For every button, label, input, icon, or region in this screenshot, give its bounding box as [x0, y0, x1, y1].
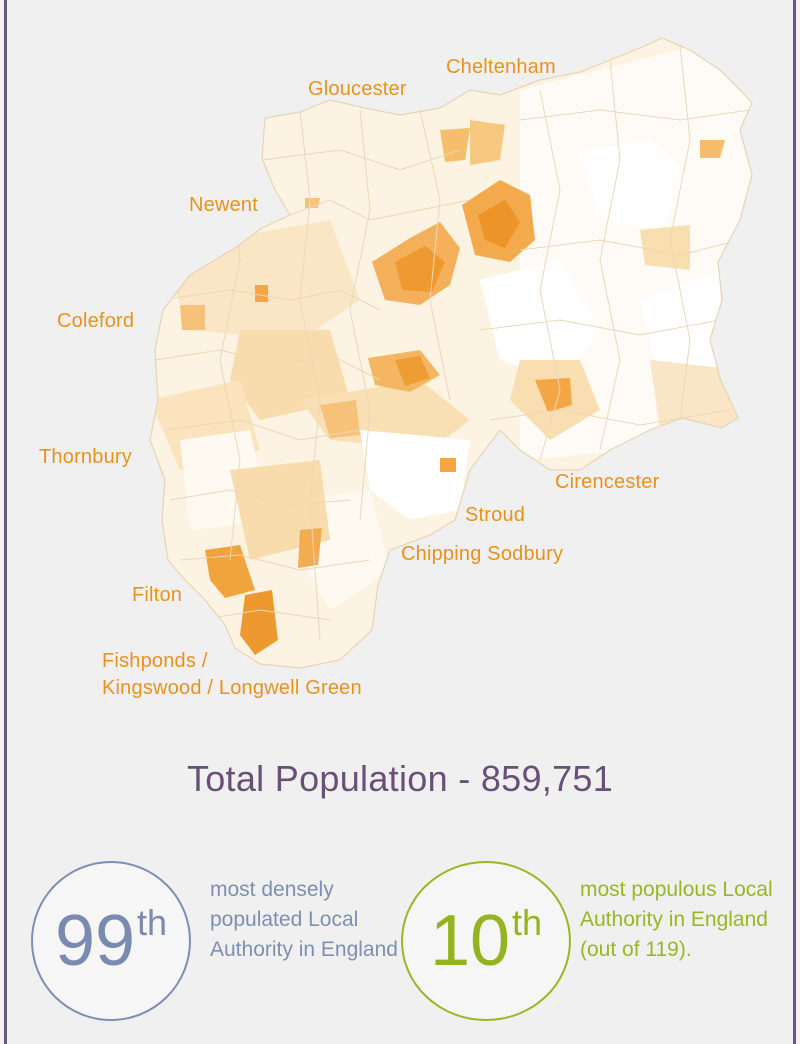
label-fishponds: Fishponds / — [102, 650, 208, 672]
label-filton: Filton — [132, 584, 183, 606]
region-outline — [149, 37, 753, 669]
density-rank-suffix: th — [137, 902, 168, 943]
map-region — [150, 38, 752, 668]
label-newent: Newent — [189, 194, 259, 216]
label-gloucester: Gloucester — [308, 78, 407, 100]
density-description: most densely populated Local Authority i… — [210, 878, 398, 961]
label-cirencester: Cirencester — [555, 471, 660, 493]
label-cheltenham: Cheltenham — [446, 56, 556, 78]
population-description: most populous Local Authority in England… — [580, 878, 773, 961]
label-kingswood-longwell-green: Kingswood / Longwell Green — [102, 677, 362, 699]
total-population: Total Population - 859,751 — [186, 758, 614, 799]
label-thornbury: Thornbury — [39, 446, 132, 468]
density-rank-number: 99 — [54, 901, 136, 981]
population-rank-number: 10 — [429, 901, 511, 981]
frame-left-border — [4, 0, 7, 1044]
population-rank-circle: 10th — [401, 861, 571, 1021]
label-chipping-sodbury: Chipping Sodbury — [401, 543, 564, 565]
population-rank-suffix: th — [512, 902, 543, 943]
density-rank-circle: 99th — [31, 861, 191, 1021]
population-density-map — [149, 37, 753, 669]
label-coleford: Coleford — [57, 310, 135, 332]
label-stroud: Stroud — [465, 504, 526, 526]
frame-right-border — [793, 0, 796, 1044]
